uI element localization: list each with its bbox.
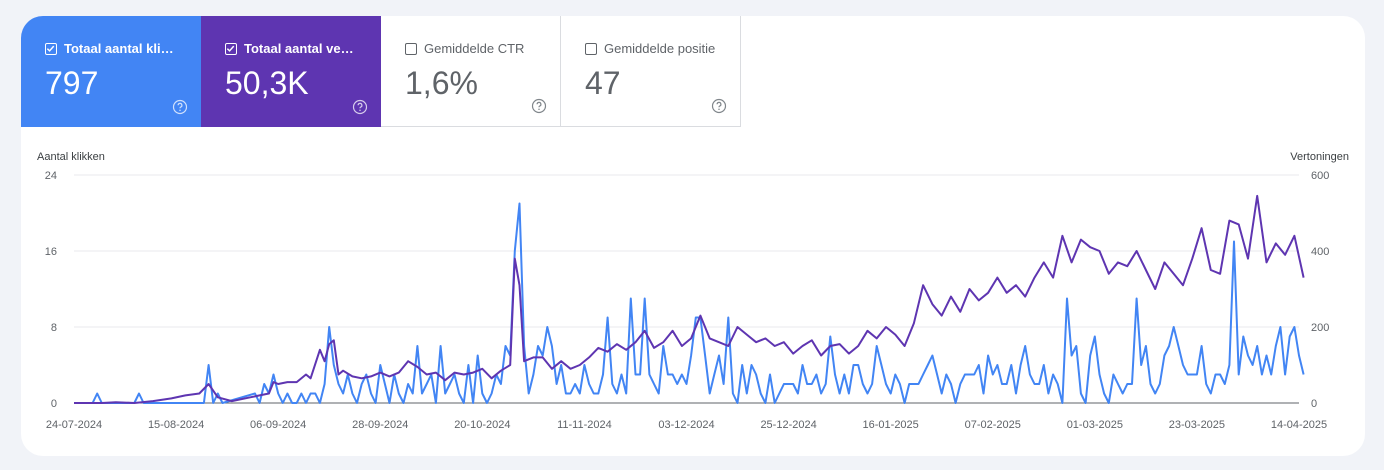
metric-tab-ctr[interactable]: Gemiddelde CTR 1,6% xyxy=(381,16,561,127)
x-tick-label: 14-04-2025 xyxy=(1271,419,1327,431)
checkbox-checked-icon[interactable] xyxy=(45,42,57,55)
metric-tabs: Totaal aantal klikk… 797 Totaal aantal v… xyxy=(21,16,741,127)
x-tick-label: 06-09-2024 xyxy=(250,419,306,431)
metric-tab-impressions[interactable]: Totaal aantal vert… 50,3K xyxy=(201,16,381,127)
clicks-line xyxy=(74,202,1305,404)
y-right-tick-label: 200 xyxy=(1311,322,1329,334)
x-tick-label: 23-03-2025 xyxy=(1169,419,1225,431)
help-circle-icon[interactable] xyxy=(172,99,188,115)
checkbox-checked-icon[interactable] xyxy=(225,42,237,55)
x-tick-label: 25-12-2024 xyxy=(760,419,816,431)
x-tick-label: 15-08-2024 xyxy=(148,419,204,431)
metric-value: 50,3K xyxy=(225,65,309,101)
metric-value: 797 xyxy=(45,65,99,101)
x-tick-label: 16-01-2025 xyxy=(863,419,919,431)
metric-header: Totaal aantal klikk… xyxy=(45,41,178,56)
x-tick-label: 24-07-2024 xyxy=(46,419,102,431)
x-tick-label: 07-02-2025 xyxy=(965,419,1021,431)
y-left-tick-label: 16 xyxy=(45,246,57,258)
y-right-tick-label: 400 xyxy=(1311,246,1329,258)
help-circle-icon[interactable] xyxy=(531,98,547,114)
metric-value: 1,6% xyxy=(405,65,478,101)
x-tick-label: 28-09-2024 xyxy=(352,419,408,431)
impressions-line xyxy=(74,194,1305,404)
y-right-tick-label: 600 xyxy=(1311,170,1329,182)
x-tick-label: 03-12-2024 xyxy=(658,419,714,431)
x-tick-label: 20-10-2024 xyxy=(454,419,510,431)
help-circle-icon[interactable] xyxy=(711,98,727,114)
x-tick-label: 11-11-2024 xyxy=(557,419,612,431)
metric-header: Totaal aantal vert… xyxy=(225,41,358,56)
metric-header: Gemiddelde CTR xyxy=(405,41,524,56)
metric-tab-position[interactable]: Gemiddelde positie 47 xyxy=(561,16,741,127)
checkbox-unchecked-icon[interactable] xyxy=(405,42,417,55)
performance-chart: 0 0 8 200 16 400 24 600 24-07-2024 15-08-2024 06-0… xyxy=(45,170,1330,431)
y-left-axis-title: Aantal klikken xyxy=(37,151,105,163)
metric-tab-clicks[interactable]: Totaal aantal klikk… 797 xyxy=(21,16,201,127)
metric-value: 47 xyxy=(585,65,621,101)
checkbox-unchecked-icon[interactable] xyxy=(585,42,597,55)
metric-header: Gemiddelde positie xyxy=(585,41,715,56)
y-right-tick-label: 0 xyxy=(1311,398,1317,410)
y-right-axis-title: Vertoningen xyxy=(1290,151,1349,163)
y-left-tick-label: 24 xyxy=(45,170,57,182)
y-left-tick-label: 0 xyxy=(51,398,57,410)
help-circle-icon[interactable] xyxy=(352,99,368,115)
y-left-tick-label: 8 xyxy=(51,322,57,334)
x-tick-label: 01-03-2025 xyxy=(1067,419,1123,431)
performance-card: Totaal aantal klikk… 797 Totaal aantal v… xyxy=(21,16,1365,456)
